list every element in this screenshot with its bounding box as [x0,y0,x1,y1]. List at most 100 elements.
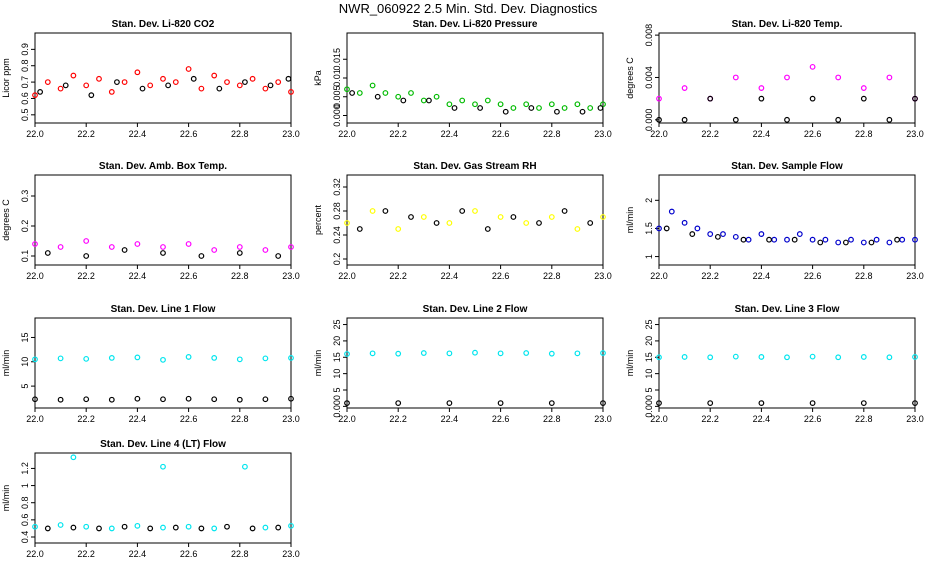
x-tick-label: 22.0 [650,414,668,424]
data-point [185,66,192,72]
data-point [523,101,530,108]
data-point [745,236,752,243]
data-point [108,89,115,95]
data-point [446,400,453,406]
chart-title: Stan. Dev. Amb. Box Temp. [99,161,227,172]
y-axis-label: Licor ppm [1,58,11,98]
chart-panel-4: Stan. Dev. Amb. Box Temp. 22.0 22.2 22.4 22.… [1,161,300,281]
data-point [796,231,803,237]
data-point [791,236,798,243]
data-point [835,239,842,246]
x-tick-label: 22.8 [231,414,249,424]
x-tick-label: 22.4 [129,414,147,424]
x-tick-label: 23.0 [906,414,924,424]
data-point [420,214,427,220]
y-axis-label: ml/min [313,350,323,377]
chart-title: Stan. Dev. Li-820 CO2 [112,19,215,30]
plot-frame [346,317,604,409]
data-point [426,97,432,104]
data-point [121,247,128,253]
data-point [134,522,141,529]
plot-frame [658,32,916,124]
y-tick-label: 10 [332,369,342,379]
data-point [707,354,714,361]
plot-frame [34,317,292,409]
y-tick-label: 0.005 [332,85,342,108]
data-point [523,350,530,356]
data-point [656,225,662,232]
series-2 [349,90,604,115]
x-tick-label: 22.4 [441,414,459,424]
data-point [732,74,739,81]
series-1 [656,208,918,246]
data-point [574,350,581,357]
data-point [70,454,77,461]
data-point [758,354,765,360]
data-point [96,75,102,82]
x-tick-label: 22.4 [753,271,771,281]
data-point [147,525,154,532]
x-tick-label: 22.0 [26,271,44,281]
data-point [758,85,765,91]
plot-frame [658,317,916,409]
x-tick-label: 22.8 [231,271,249,281]
data-point [510,105,517,111]
data-point [694,225,701,232]
plot-frame [346,32,604,124]
x-tick-label: 22.8 [231,129,249,139]
data-point [835,74,842,81]
data-point [134,354,141,361]
x-tick-label: 22.4 [753,129,771,139]
data-point [165,82,172,89]
series-1 [32,238,294,253]
x-tick-label: 22.0 [650,271,668,281]
data-point [600,214,606,220]
x-tick-label: 22.2 [77,414,95,424]
data-point [477,105,484,111]
chart-title: Stan. Dev. Li-820 Pressure [413,19,538,30]
y-tick-label: 0.1 [20,250,30,263]
x-tick-label: 22.0 [26,549,44,559]
data-point [548,214,555,220]
data-point [121,523,128,530]
data-point [32,356,38,363]
data-point [523,220,530,226]
series-2 [663,225,900,246]
data-point [62,82,69,89]
y-tick-label: 0.008 [644,24,654,47]
chart-panel-9: Stan. Dev. Line 3 Flow 22.0 22.2 22.4 22.6 22… [625,304,924,424]
data-point [784,354,790,361]
data-point [211,72,218,79]
data-point [134,395,141,402]
x-tick-label: 22.6 [492,129,510,139]
data-point [374,93,381,100]
chart-panel-10: Stan. Dev. Line 4 (LT) Flow 22.0 22.2 22.4 2… [1,439,300,559]
data-point [83,253,90,259]
x-tick-label: 22.8 [231,549,249,559]
data-point [886,74,893,81]
x-tick-label: 22.0 [26,129,44,139]
series-2 [356,208,594,232]
x-tick-label: 22.4 [753,414,771,424]
y-tick-label: 0.000 [644,109,654,132]
data-point [96,525,102,532]
y-tick-label: 20 [644,336,654,346]
data-point [817,239,824,246]
x-tick-label: 22.0 [26,414,44,424]
data-point [420,350,427,356]
x-tick-label: 22.8 [855,414,873,424]
data-point [262,247,269,253]
data-point [382,90,389,96]
y-tick-label: 0.004 [644,66,654,89]
x-tick-label: 22.2 [77,129,95,139]
y-tick-label: 1 [644,254,654,259]
series-1 [344,82,606,111]
data-point [88,92,95,99]
data-point [548,101,555,108]
data-point [160,356,166,363]
data-point [400,97,407,104]
x-tick-label: 23.0 [282,271,300,281]
x-tick-label: 23.0 [906,129,924,139]
x-tick-label: 22.8 [543,271,561,281]
data-point [868,239,875,246]
